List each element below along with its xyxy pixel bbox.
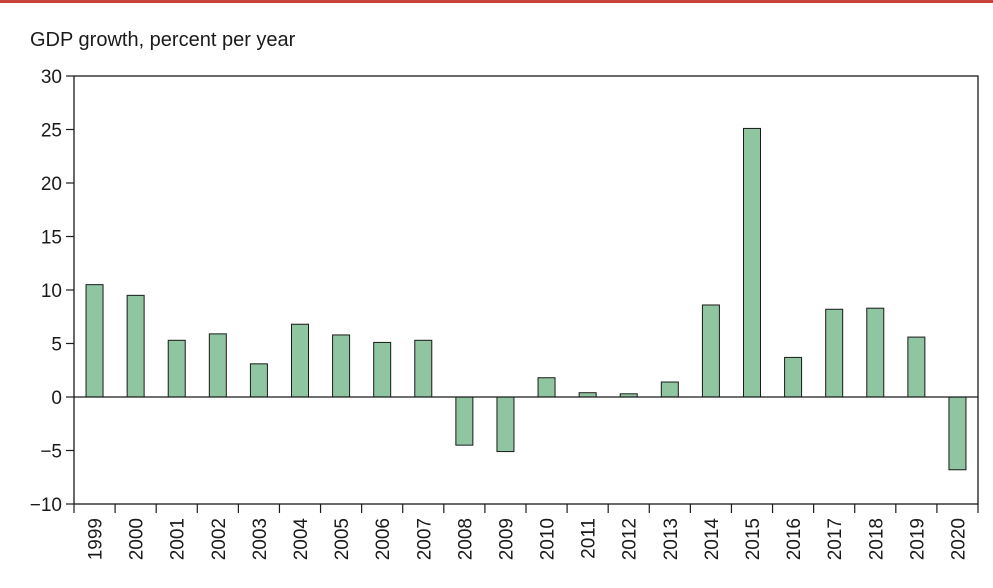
x-tick-label: 2018	[866, 518, 887, 560]
bar-2008	[455, 396, 474, 446]
bar-2015	[743, 127, 761, 398]
x-tick-label: 2001	[168, 518, 189, 560]
x-tick-label: 2000	[127, 518, 148, 560]
y-tick-label: 25	[41, 121, 62, 142]
x-tick-label: 2004	[291, 518, 312, 561]
y-axis-label: GDP growth, percent per year	[30, 29, 296, 51]
bar-2020	[948, 396, 967, 471]
x-tick-label: 2010	[538, 518, 559, 560]
bar-2001	[167, 339, 186, 398]
x-tick-label: 2012	[620, 518, 641, 560]
bar-2019	[907, 336, 926, 398]
x-tick-label: 2014	[702, 518, 723, 561]
bar-2017	[825, 308, 844, 398]
plot-frame	[73, 75, 979, 505]
y-tick-label: 20	[41, 174, 62, 195]
x-tick-label: 2003	[250, 518, 271, 560]
x-tick-label: 2015	[743, 518, 764, 560]
x-tick-label: 2007	[414, 518, 435, 560]
y-tick-label: 10	[41, 281, 62, 302]
y-tick-label: −10	[30, 495, 62, 516]
top-rule	[0, 0, 993, 3]
bars	[85, 127, 967, 471]
bar-2007	[414, 339, 433, 398]
bar-2011	[578, 392, 597, 398]
bar-2010	[537, 377, 556, 398]
y-axis-ticks: 30 25 20 15 10 5 0 −5 −10	[30, 67, 74, 516]
x-tick-label: 2019	[907, 518, 928, 560]
bar-2014	[701, 304, 720, 398]
bar-2013	[660, 381, 679, 398]
x-tick-label: 1999	[86, 518, 107, 560]
y-tick-label: 0	[51, 388, 62, 409]
y-tick-label: −5	[40, 442, 62, 463]
x-tick-label: 2016	[784, 518, 805, 560]
bar-2000	[126, 294, 145, 398]
x-tick-label: 2013	[661, 518, 682, 560]
bar-2005	[332, 334, 351, 398]
bar-2003	[249, 363, 268, 398]
x-tick-label: 2005	[332, 518, 353, 560]
bar-1999	[85, 284, 104, 398]
x-tick-label: 2017	[825, 518, 846, 560]
bar-2016	[784, 356, 803, 398]
bar-2006	[373, 341, 392, 398]
x-tick-label: 2002	[209, 518, 230, 560]
y-tick-label: 5	[51, 335, 62, 356]
bar-2009	[496, 396, 515, 453]
bar-2004	[291, 323, 309, 398]
x-tick-label: 2009	[496, 518, 517, 560]
x-tick-label: 2006	[373, 518, 394, 560]
y-tick-label: 15	[41, 228, 62, 249]
bar-2002	[208, 333, 227, 398]
x-tick-label: 2011	[579, 518, 600, 559]
x-axis-ticks: 1999 2000 2001 2002 2003 2004 2005 2006 2007 2008…	[73, 504, 979, 561]
bar-2018	[866, 307, 885, 398]
x-tick-label: 2008	[455, 518, 476, 560]
y-tick-label: 30	[41, 67, 62, 88]
x-tick-label: 2020	[948, 518, 969, 560]
